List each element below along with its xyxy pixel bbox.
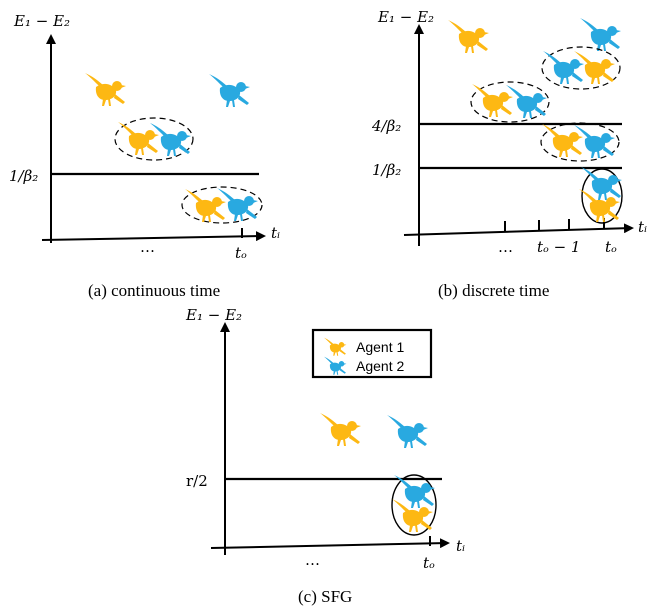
caption-c: (c) SFG: [298, 587, 352, 606]
panel-b: E₁ − E₂ 4/β₂ 1/β₂ tᵢ … tₒ − 1 tₒ (b) dis…: [371, 8, 647, 300]
agent-pair-ellipse: [540, 122, 620, 162]
bird-icon: [542, 124, 583, 157]
agent-pair-circle: [581, 168, 623, 224]
legend-label-agent-1: Agent 1: [356, 339, 404, 355]
bird-icon: [448, 20, 489, 53]
bird-icon: [543, 51, 584, 84]
agent-pair-ellipse: [114, 117, 194, 161]
x-axis-label-c: tᵢ: [456, 537, 465, 555]
bird-icon: [472, 84, 513, 117]
x-axis-b: [403, 223, 634, 236]
bird-icon: [580, 18, 621, 51]
y-axis-label-a: E₁ − E₂: [13, 12, 70, 30]
panel-c: E₁ − E₂ r/2 tᵢ … tₒ Agent 1 Agent 2 (c) …: [185, 306, 465, 606]
x-axis-label-b: tᵢ: [638, 218, 647, 236]
legend-label-agent-2: Agent 2: [356, 358, 404, 374]
threshold-label-low-b: 1/β₂: [372, 161, 401, 179]
panel-a: E₁ − E₂ 1/β₂ tᵢ … tₒ (a) continuous time: [9, 12, 280, 300]
y-axis-label-b: E₁ − E₂: [377, 8, 434, 26]
tick-label-a: tₒ: [235, 244, 247, 262]
agent-pair-ellipse: [470, 81, 550, 123]
bird-icon: [185, 189, 226, 222]
bird-icon: [320, 413, 361, 446]
tick-label-b: tₒ: [605, 238, 617, 256]
bird-icon: [118, 122, 159, 155]
agent-pair-ellipse: [181, 186, 263, 224]
agent-pair-circle: [391, 474, 437, 536]
caption-b: (b) discrete time: [438, 281, 549, 300]
ellipsis-c: …: [305, 551, 320, 569]
threshold-label-a: 1/β₂: [9, 167, 38, 185]
caption-a: (a) continuous time: [88, 281, 220, 300]
bird-icon: [209, 74, 250, 107]
x-axis-a: [41, 231, 266, 242]
threshold-label-high-b: 4/β₂: [371, 117, 401, 135]
bird-icon: [387, 415, 428, 448]
ellipsis-b: …: [498, 238, 513, 256]
y-axis-label-c: E₁ − E₂: [185, 306, 242, 324]
threshold-label-c: r/2: [186, 472, 208, 490]
x-axis-c: [210, 538, 450, 549]
ellipsis-a: …: [140, 238, 155, 256]
agent-pair-ellipse: [541, 46, 621, 90]
tick-label-c: tₒ: [423, 554, 435, 572]
tick-label-prev-b: tₒ − 1: [537, 238, 580, 256]
bird-icon: [85, 73, 126, 106]
x-axis-label-a: tᵢ: [271, 224, 280, 242]
